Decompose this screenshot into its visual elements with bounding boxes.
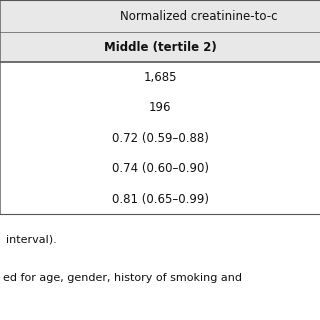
Bar — [0, 0, 320, 32]
Text: Normalized creatinine-to-c: Normalized creatinine-to-c — [120, 10, 277, 22]
Text: Middle (tertile 2): Middle (tertile 2) — [104, 41, 216, 54]
Text: interval).: interval). — [6, 235, 57, 245]
Text: 0.81 (0.65–0.99): 0.81 (0.65–0.99) — [111, 193, 209, 206]
Text: 1,685: 1,685 — [143, 71, 177, 84]
Bar — [0, 184, 320, 214]
Bar — [0, 62, 320, 93]
Bar — [0, 154, 320, 184]
Text: 0.74 (0.60–0.90): 0.74 (0.60–0.90) — [111, 162, 209, 175]
Text: ed for age, gender, history of smoking and: ed for age, gender, history of smoking a… — [3, 273, 242, 284]
Bar — [0, 32, 320, 62]
Text: 0.72 (0.59–0.88): 0.72 (0.59–0.88) — [112, 132, 208, 145]
Bar — [0, 93, 320, 123]
Text: 196: 196 — [149, 101, 171, 115]
Bar — [0, 123, 320, 154]
